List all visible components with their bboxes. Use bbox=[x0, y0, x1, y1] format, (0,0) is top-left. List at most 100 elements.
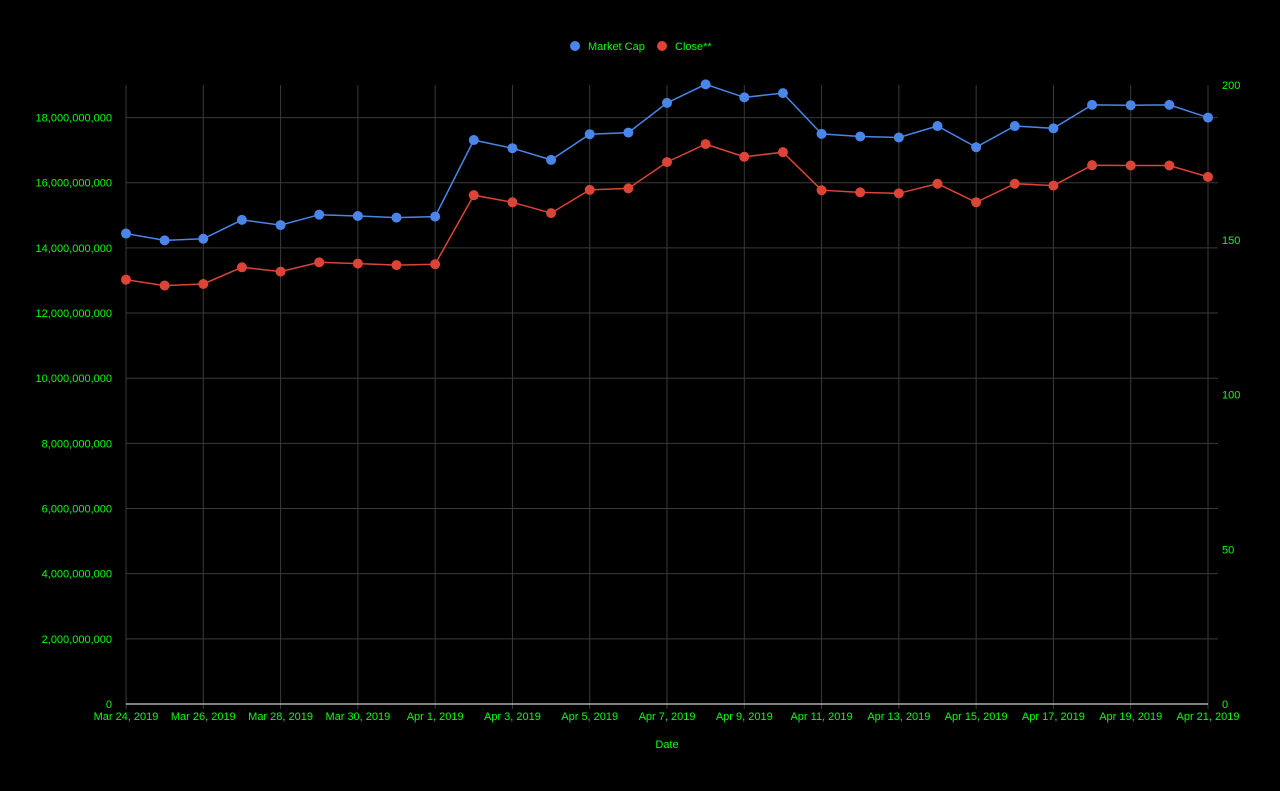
data-point[interactable] bbox=[468, 190, 479, 201]
data-point[interactable] bbox=[314, 209, 325, 220]
data-point[interactable] bbox=[275, 266, 286, 277]
data-point[interactable] bbox=[1009, 121, 1020, 132]
axes: 0 2,000,000,000 4,000,000,000 6,000,000,000… bbox=[36, 80, 1241, 723]
data-point[interactable] bbox=[816, 185, 827, 196]
x-tick-label: Apr 9, 2019 bbox=[716, 711, 773, 723]
data-point[interactable] bbox=[507, 197, 518, 208]
data-point[interactable] bbox=[314, 257, 325, 268]
data-point[interactable] bbox=[391, 260, 402, 271]
data-point[interactable] bbox=[236, 214, 247, 225]
data-point[interactable] bbox=[816, 128, 827, 139]
x-tick-label: Mar 30, 2019 bbox=[325, 711, 390, 723]
y-right-tick-label: 0 bbox=[1222, 699, 1228, 711]
series bbox=[121, 79, 1213, 291]
data-point[interactable] bbox=[1164, 160, 1175, 171]
y-right-tick-label: 150 bbox=[1222, 235, 1240, 247]
data-point[interactable] bbox=[159, 280, 170, 291]
data-point[interactable] bbox=[971, 197, 982, 208]
x-tick-label: Apr 15, 2019 bbox=[945, 711, 1008, 723]
data-point[interactable] bbox=[777, 88, 788, 99]
legend-marker bbox=[570, 41, 580, 51]
y-right-tick-label: 50 bbox=[1222, 544, 1234, 556]
data-point[interactable] bbox=[159, 235, 170, 246]
data-point[interactable] bbox=[777, 147, 788, 158]
y-left-tick-label: 18,000,000,000 bbox=[36, 113, 112, 125]
grid bbox=[125, 85, 1218, 704]
data-point[interactable] bbox=[1164, 99, 1175, 110]
data-point[interactable] bbox=[584, 184, 595, 195]
data-point[interactable] bbox=[275, 220, 286, 231]
y-right-tick-label: 100 bbox=[1222, 390, 1240, 402]
y-left-tick-label: 6,000,000,000 bbox=[42, 504, 112, 516]
data-point[interactable] bbox=[352, 258, 363, 269]
x-tick-label: Apr 3, 2019 bbox=[484, 711, 541, 723]
y-left-tick-label: 14,000,000,000 bbox=[36, 243, 112, 255]
data-point[interactable] bbox=[507, 143, 518, 154]
data-point[interactable] bbox=[971, 142, 982, 153]
data-point[interactable] bbox=[430, 259, 441, 270]
data-point[interactable] bbox=[700, 139, 711, 150]
data-point[interactable] bbox=[855, 187, 866, 198]
data-point[interactable] bbox=[1048, 180, 1059, 191]
data-point[interactable] bbox=[932, 178, 943, 189]
y-left-tick-label: 10,000,000,000 bbox=[36, 373, 112, 385]
x-tick-label: Mar 28, 2019 bbox=[248, 711, 313, 723]
data-point[interactable] bbox=[584, 129, 595, 140]
legend-item[interactable]: Close** bbox=[657, 41, 712, 53]
x-tick-label: Apr 19, 2019 bbox=[1099, 711, 1162, 723]
x-tick-label: Apr 1, 2019 bbox=[407, 711, 464, 723]
data-point[interactable] bbox=[546, 154, 557, 165]
y-left-tick-label: 2,000,000,000 bbox=[42, 634, 112, 646]
series-market-cap bbox=[121, 79, 1213, 246]
y-left-tick-label: 8,000,000,000 bbox=[42, 438, 112, 450]
data-point[interactable] bbox=[1048, 123, 1059, 134]
data-point[interactable] bbox=[198, 233, 209, 244]
data-point[interactable] bbox=[121, 274, 131, 285]
data-point[interactable] bbox=[700, 79, 711, 90]
legend-marker bbox=[657, 41, 667, 51]
data-point[interactable] bbox=[121, 228, 131, 239]
data-point[interactable] bbox=[1125, 100, 1136, 111]
data-point[interactable] bbox=[236, 262, 247, 273]
data-point[interactable] bbox=[893, 132, 904, 143]
x-tick-label: Apr 7, 2019 bbox=[639, 711, 696, 723]
x-tick-label: Apr 21, 2019 bbox=[1177, 711, 1240, 723]
data-point[interactable] bbox=[198, 279, 209, 290]
y-left-tick-label: 12,000,000,000 bbox=[36, 308, 112, 320]
data-point[interactable] bbox=[1125, 160, 1136, 171]
data-point[interactable] bbox=[739, 151, 750, 162]
data-point[interactable] bbox=[739, 92, 750, 103]
data-point[interactable] bbox=[662, 97, 672, 108]
series-close bbox=[121, 139, 1213, 291]
data-point[interactable] bbox=[662, 157, 672, 168]
data-point[interactable] bbox=[1203, 112, 1213, 123]
data-point[interactable] bbox=[546, 208, 557, 219]
x-tick-label: Apr 13, 2019 bbox=[867, 711, 930, 723]
data-point[interactable] bbox=[1087, 99, 1098, 110]
data-point[interactable] bbox=[468, 135, 479, 146]
data-point[interactable] bbox=[352, 210, 363, 221]
x-tick-label: Mar 26, 2019 bbox=[171, 711, 236, 723]
data-point[interactable] bbox=[1203, 171, 1213, 182]
legend-label: Close** bbox=[675, 41, 712, 53]
data-point[interactable] bbox=[391, 212, 402, 223]
x-tick-label: Apr 11, 2019 bbox=[790, 711, 852, 723]
y-left-tick-label: 16,000,000,000 bbox=[36, 178, 112, 190]
data-point[interactable] bbox=[623, 183, 634, 194]
data-point[interactable] bbox=[855, 131, 866, 142]
data-point[interactable] bbox=[1009, 178, 1020, 189]
data-point[interactable] bbox=[1087, 160, 1098, 171]
legend: Market Cap Close** bbox=[570, 41, 712, 53]
x-axis-title: Date bbox=[655, 739, 678, 751]
data-point[interactable] bbox=[623, 127, 634, 138]
y-right-tick-label: 200 bbox=[1222, 80, 1240, 92]
data-point[interactable] bbox=[932, 121, 943, 132]
y-left-tick-label: 4,000,000,000 bbox=[42, 569, 112, 581]
x-tick-label: Apr 5, 2019 bbox=[561, 711, 618, 723]
data-point[interactable] bbox=[430, 211, 441, 222]
legend-label: Market Cap bbox=[588, 41, 645, 53]
data-point[interactable] bbox=[893, 188, 904, 199]
legend-item[interactable]: Market Cap bbox=[570, 41, 645, 53]
y-left-tick-label: 0 bbox=[106, 699, 112, 711]
